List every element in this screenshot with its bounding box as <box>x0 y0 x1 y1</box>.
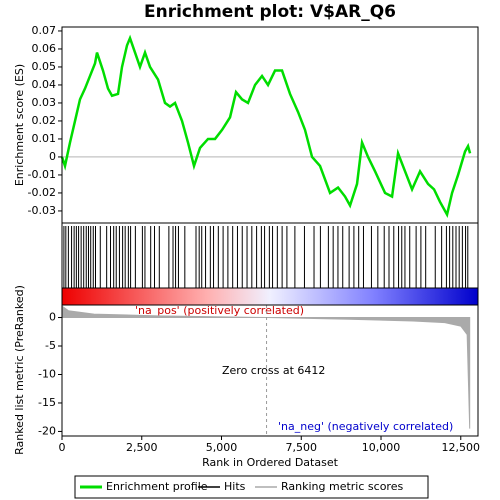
x-tick-label: 5,000 <box>206 441 238 454</box>
y-tick-label: 0.07 <box>32 24 57 37</box>
legend-label: Enrichment profile <box>106 480 208 493</box>
chart-title: Enrichment plot: V$AR_Q6 <box>144 2 396 22</box>
x-axis-label: Rank in Ordered Dataset <box>202 456 339 469</box>
y-tick-label: 0.05 <box>32 60 57 73</box>
y-tick-label: -15 <box>38 396 56 409</box>
y-tick-label: 0 <box>49 150 56 163</box>
legend <box>74 475 429 499</box>
plot-frame <box>61 304 479 437</box>
y-tick-label: 0 <box>49 311 56 324</box>
y-tick-label: -0.03 <box>28 204 56 217</box>
y-axis-label: Enrichment score (ES) <box>13 64 26 186</box>
y-tick-label: 0.01 <box>32 132 57 145</box>
neg-label: 'na_neg' (negatively correlated) <box>278 420 453 433</box>
x-tick-label: 0 <box>59 441 66 454</box>
y-tick-label: 0.03 <box>32 96 57 109</box>
y-tick-label: -5 <box>45 339 56 352</box>
enrichment-line <box>60 34 472 218</box>
y-tick-label: 0.02 <box>32 114 57 127</box>
y-tick-label: -0.01 <box>28 168 56 181</box>
legend-label: Ranking metric scores <box>281 480 403 493</box>
y-axis-label: Ranked list metric (PreRanked) <box>13 285 26 455</box>
x-tick-label: 12,500 <box>442 441 481 454</box>
zero-cross-label: Zero cross at 6412 <box>222 364 325 377</box>
x-tick-label: 2,500 <box>126 441 158 454</box>
x-tick-label: 7,500 <box>286 441 318 454</box>
x-tick-label: 10,000 <box>362 441 401 454</box>
y-tick-label: -20 <box>38 424 56 437</box>
correlation-band <box>62 288 478 305</box>
y-tick-label: 0.06 <box>32 42 57 55</box>
y-tick-label: 0.04 <box>32 78 57 91</box>
legend-label: Hits <box>224 480 246 493</box>
y-tick-label: -10 <box>38 367 56 380</box>
pos-label: 'na_pos' (positively correlated) <box>135 304 304 317</box>
y-tick-label: -0.02 <box>28 186 56 199</box>
metric-area <box>61 305 471 429</box>
